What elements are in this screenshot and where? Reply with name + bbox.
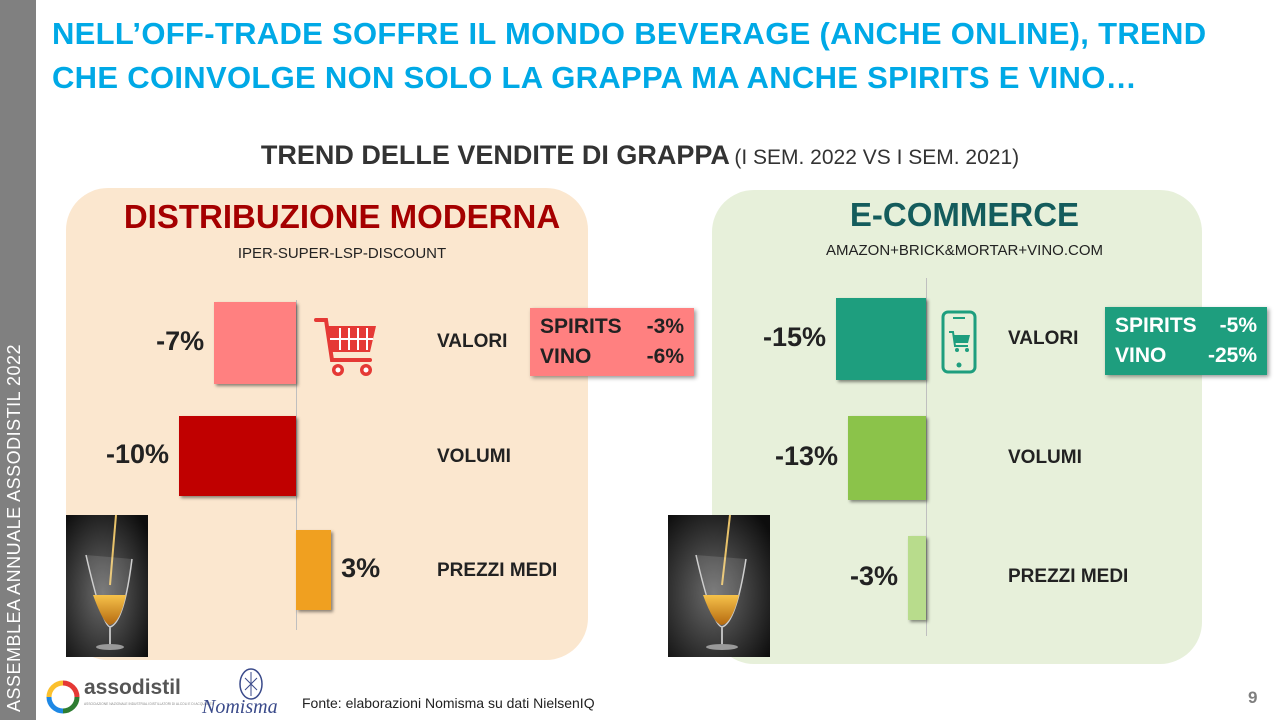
- dm-axis: [296, 300, 297, 630]
- ec-bar-prezzi-medi: [908, 536, 926, 620]
- ec-value-valori: -15%: [762, 322, 826, 352]
- ec-callout-spirits: SPIRITS -5%: [1115, 314, 1257, 337]
- dm-bar-volumi: [179, 416, 296, 496]
- panel-e-commerce: [712, 190, 1202, 664]
- source-note: Fonte: elaborazioni Nomisma su dati Niel…: [302, 695, 595, 711]
- dm-value-prezzi-medi: 3%: [341, 553, 381, 583]
- dm-callout-vino: VINO -6%: [540, 345, 684, 368]
- chart-title: TREND DELLE VENDITE DI GRAPPA (I SEM. 20…: [0, 140, 1280, 171]
- dm-subtitle: IPER-SUPER-LSP-DISCOUNT: [237, 245, 447, 262]
- dm-label-volumi: VOLUMI: [437, 446, 511, 467]
- page-number: 9: [1248, 688, 1258, 707]
- chart-title-period: (I SEM. 2022 VS I SEM. 2021): [734, 146, 1020, 169]
- nomisma-logo: Nomisma: [198, 666, 298, 720]
- side-bar: ASSEMBLEA ANNUALE ASSODISTIL 2022: [0, 0, 36, 720]
- dm-callout-spirits: SPIRITS -3%: [540, 315, 684, 338]
- assodistil-logo-tagline: ASSOCIAZIONE NAZIONALE INDUSTRIALI DISTI…: [84, 702, 214, 706]
- dm-label-valori: VALORI: [437, 331, 508, 352]
- ec-axis: [926, 278, 927, 636]
- ec-label-volumi: VOLUMI: [1008, 447, 1082, 468]
- dm-title: DISTRIBUZIONE MODERNA: [123, 198, 561, 235]
- smartphone-cart-icon: [941, 310, 977, 374]
- side-bar-text: ASSEMBLEA ANNUALE ASSODISTIL 2022: [4, 343, 24, 712]
- dm-bar-prezzi-medi: [296, 530, 332, 610]
- dm-value-volumi: -10%: [105, 439, 169, 469]
- chart-title-main: TREND DELLE VENDITE DI GRAPPA: [260, 140, 730, 170]
- ec-label-prezzi-medi: PREZZI MEDI: [1008, 566, 1129, 587]
- dm-value-valori: -7%: [156, 326, 205, 356]
- ec-callout-vino: VINO -25%: [1115, 344, 1257, 367]
- ec-bar-valori: [836, 298, 926, 380]
- ec-value-volumi: -13%: [774, 441, 838, 471]
- ec-value-prezzi-medi: -3%: [849, 561, 898, 591]
- ec-title: E-COMMERCE: [849, 196, 1080, 233]
- nomisma-logo-text: Nomisma: [202, 696, 278, 718]
- ec-bar-volumi: [848, 416, 926, 500]
- assodistil-logo-text: assodistil: [84, 676, 181, 699]
- headline: NELL’OFF-TRADE SOFFRE IL MONDO BEVERAGE …: [52, 16, 1207, 95]
- assodistil-logo: assodistil ASSOCIAZIONE NAZIONALE INDUST…: [46, 676, 214, 716]
- ec-subtitle: AMAZON+BRICK&MORTAR+VINO.COM: [826, 242, 1103, 259]
- grappa-glass-photo-ecommerce: [668, 515, 770, 657]
- dm-label-prezzi-medi: PREZZI MEDI: [437, 560, 558, 581]
- dm-bar-valori: [214, 302, 296, 384]
- shopping-cart-icon: [314, 318, 376, 376]
- ec-label-valori: VALORI: [1008, 328, 1079, 349]
- grappa-glass-photo: [66, 515, 148, 657]
- dm-callout: SPIRITS -3% VINO -6%: [530, 308, 694, 376]
- ec-callout: SPIRITS -5% VINO -25%: [1105, 307, 1267, 375]
